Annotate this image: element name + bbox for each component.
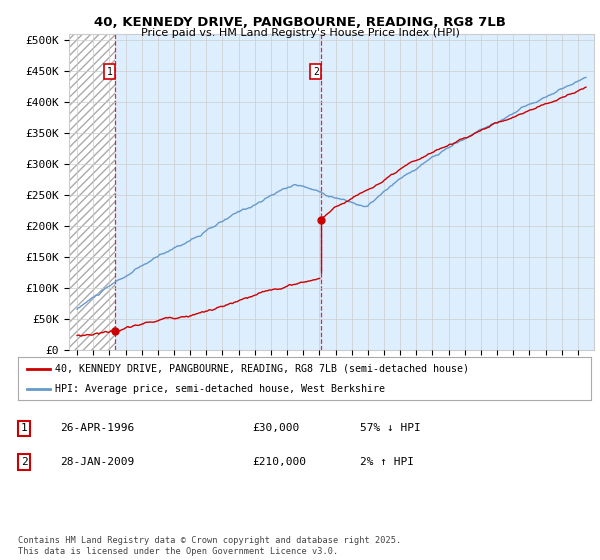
Text: 1: 1 <box>107 67 113 77</box>
Text: 2% ↑ HPI: 2% ↑ HPI <box>360 457 414 467</box>
Text: 40, KENNEDY DRIVE, PANGBOURNE, READING, RG8 7LB: 40, KENNEDY DRIVE, PANGBOURNE, READING, … <box>94 16 506 29</box>
Text: £30,000: £30,000 <box>252 423 299 433</box>
Text: 2: 2 <box>20 457 28 467</box>
Bar <box>69 34 115 350</box>
Text: 26-APR-1996: 26-APR-1996 <box>60 423 134 433</box>
Text: 28-JAN-2009: 28-JAN-2009 <box>60 457 134 467</box>
Text: 40, KENNEDY DRIVE, PANGBOURNE, READING, RG8 7LB (semi-detached house): 40, KENNEDY DRIVE, PANGBOURNE, READING, … <box>55 363 469 374</box>
Text: 2: 2 <box>313 67 319 77</box>
Text: 57% ↓ HPI: 57% ↓ HPI <box>360 423 421 433</box>
Text: HPI: Average price, semi-detached house, West Berkshire: HPI: Average price, semi-detached house,… <box>55 384 385 394</box>
Text: Contains HM Land Registry data © Crown copyright and database right 2025.
This d: Contains HM Land Registry data © Crown c… <box>18 536 401 556</box>
Text: Price paid vs. HM Land Registry's House Price Index (HPI): Price paid vs. HM Land Registry's House … <box>140 28 460 38</box>
Text: £210,000: £210,000 <box>252 457 306 467</box>
Text: 1: 1 <box>20 423 28 433</box>
